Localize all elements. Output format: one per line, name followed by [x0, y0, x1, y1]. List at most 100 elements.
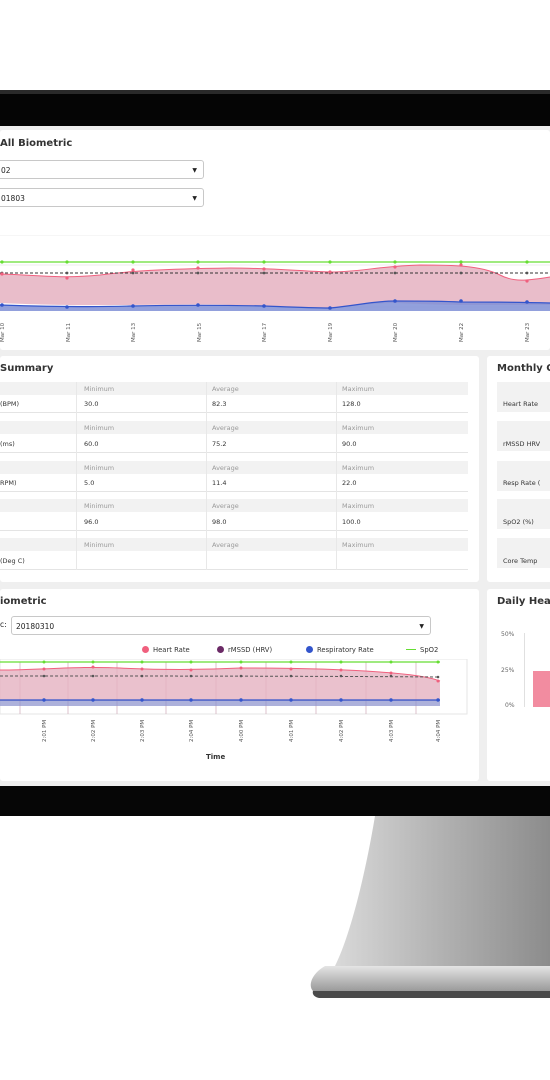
panel-title: iometric: [0, 596, 47, 607]
x-tick: Mar 10: [0, 322, 6, 342]
row-label: (Deg C): [0, 557, 25, 565]
row-avg: 11.4: [212, 479, 227, 487]
row-max: 128.0: [342, 400, 361, 408]
col-header-minimum: Minimum: [84, 385, 115, 393]
x-tick: Mar 23: [525, 322, 531, 342]
col-header-average: Average: [212, 464, 239, 472]
col-header-maximum: Maximum: [342, 385, 375, 393]
panel-title: Summary: [0, 363, 54, 374]
daily-panel: Daily Hea 50% 25% 0%: [487, 589, 550, 781]
col-header-minimum: Minimum: [84, 502, 115, 510]
panel-title: All Biometric: [0, 138, 73, 149]
daily-biometric-chart: [0, 659, 468, 715]
monitor-stand: [310, 816, 550, 998]
hrv-points: [42, 674, 440, 679]
x-tick: Mar 11: [66, 322, 72, 342]
heart-rate-area: [0, 667, 440, 701]
heart-rate-points: [42, 665, 440, 683]
col-header-average: Average: [212, 424, 239, 432]
col-header-minimum: Minimum: [84, 424, 115, 432]
col-header-minimum: Minimum: [84, 464, 115, 472]
monthly-row: Heart Rate: [503, 400, 539, 408]
monthly-row: Core Temp: [503, 557, 538, 565]
x-tick: Mar 19: [328, 322, 334, 342]
row-max: 22.0: [342, 479, 357, 487]
y-tick: 25%: [501, 667, 515, 674]
id-select[interactable]: 01803 ▼: [0, 188, 204, 207]
x-tick: Mar 15: [197, 322, 203, 342]
monitor-bottom-bezel: [0, 786, 550, 816]
resp-points: [0, 299, 529, 310]
monthly-row: rMSSD HRV: [503, 440, 541, 448]
panel-title: Monthly C: [497, 363, 550, 374]
legend-respiratory-rate[interactable]: Respiratory Rate: [306, 646, 374, 654]
x-tick: 2:01 PM: [42, 719, 48, 742]
x-tick: 2:03 PM: [140, 719, 146, 742]
x-tick: 2:02 PM: [91, 719, 97, 742]
row-min: 60.0: [84, 440, 99, 448]
hrv-line: [0, 675, 441, 678]
x-tick: Mar 13: [131, 322, 137, 342]
row-min: 30.0: [84, 400, 99, 408]
date-select[interactable]: 20180310 ▼: [11, 616, 431, 635]
x-tick: 2:04 PM: [189, 719, 195, 742]
row-avg: 98.0: [212, 518, 227, 526]
date-select-value: 20180310: [16, 622, 55, 631]
row-max: 100.0: [342, 518, 361, 526]
monthly-row: Resp Rate (: [503, 479, 541, 487]
x-tick: 4:03 PM: [389, 719, 395, 742]
resp-area: [0, 301, 550, 311]
row-label: (BPM): [0, 400, 20, 408]
device-select[interactable]: 02 ▼: [0, 160, 204, 179]
spo2-points: [42, 660, 440, 664]
monitor-top-bezel: [0, 90, 550, 126]
col-header-maximum: Maximum: [342, 502, 375, 510]
device-select-value: 02: [1, 166, 11, 175]
resp-area: [0, 700, 440, 706]
x-tick: Mar 17: [262, 322, 268, 342]
row-min: 5.0: [84, 479, 95, 487]
col-header-average: Average: [212, 541, 239, 549]
col-header-maximum: Maximum: [342, 541, 375, 549]
dashboard-screen: All Biometric 02 ▼ 01803 ▼: [0, 126, 550, 786]
y-tick: 50%: [501, 631, 515, 638]
row-min: 96.0: [84, 518, 99, 526]
daily-bar: [533, 671, 550, 707]
row-max: 90.0: [342, 440, 357, 448]
col-header-maximum: Maximum: [342, 464, 375, 472]
legend-heart-rate[interactable]: Heart Rate: [142, 646, 190, 654]
x-tick: 4:01 PM: [289, 719, 295, 742]
date-select-label: c:: [0, 620, 7, 629]
col-header-average: Average: [212, 502, 239, 510]
all-biometric-panel: All Biometric 02 ▼ 01803 ▼: [0, 130, 550, 350]
legend-spo2[interactable]: SpO2: [406, 646, 438, 654]
row-avg: 82.3: [212, 400, 227, 408]
x-tick: 4:00 PM: [239, 719, 245, 742]
x-tick: Mar 20: [393, 322, 399, 342]
heart-rate-area: [0, 265, 550, 309]
id-select-value: 01803: [1, 194, 25, 203]
monthly-panel: Monthly C Heart Rate rMSSD HRV Resp Rate…: [487, 356, 550, 582]
biometric-trend-chart: [0, 235, 550, 311]
y-tick: 0%: [505, 702, 515, 709]
col-header-average: Average: [212, 385, 239, 393]
x-tick: 4:04 PM: [436, 719, 442, 742]
chevron-down-icon: ▼: [192, 167, 197, 174]
x-axis-label: Time: [206, 753, 226, 761]
spo2-points: [0, 260, 529, 264]
heart-rate-line: [0, 264, 550, 281]
y-axis: [524, 633, 525, 707]
biometric-panel: iometric c: 20180310 ▼ Heart Rate rMSSD …: [0, 589, 479, 781]
chevron-down-icon: ▼: [419, 623, 424, 630]
legend-hrv[interactable]: rMSSD (HRV): [217, 646, 272, 654]
heart-rate-points: [0, 263, 529, 283]
resp-points: [42, 698, 440, 702]
chevron-down-icon: ▼: [192, 195, 197, 202]
row-avg: 75.2: [212, 440, 227, 448]
row-label: (ms): [0, 440, 15, 448]
x-tick: 4:02 PM: [339, 719, 345, 742]
row-label: RPM): [0, 479, 17, 487]
col-header-minimum: Minimum: [84, 541, 115, 549]
panel-title: Daily Hea: [497, 596, 550, 607]
summary-panel: Summary Minimum Average Maximum (BPM) 30…: [0, 356, 479, 582]
